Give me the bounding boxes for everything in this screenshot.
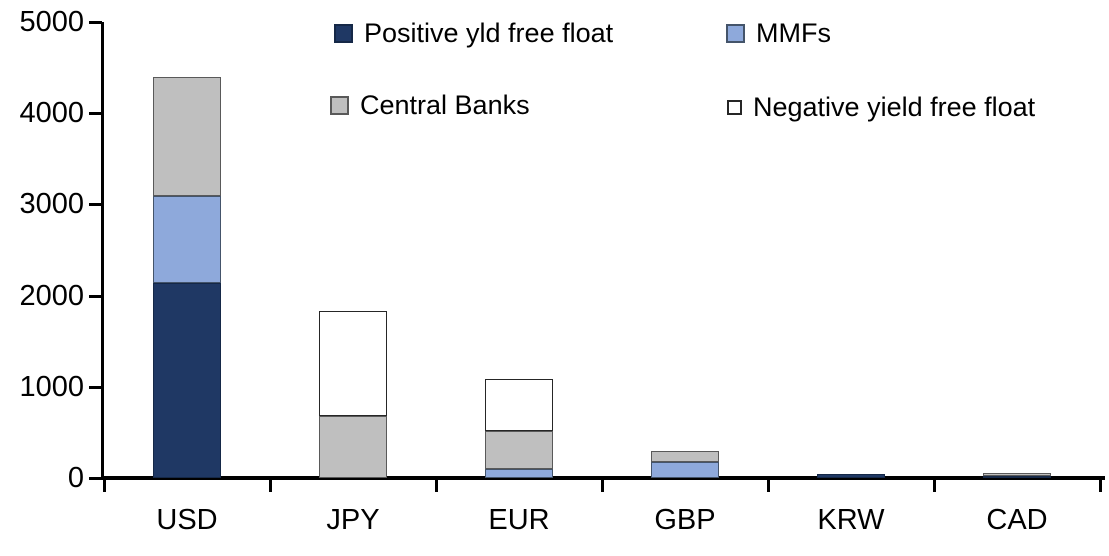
bar-segment-usd-positive-yld-free-float — [153, 282, 221, 478]
x-category-label-cad: CAD — [986, 504, 1048, 536]
y-axis-tick-label: 3000 — [19, 188, 84, 221]
legend-item-positive-yld-free-float: Positive yld free float — [334, 18, 613, 48]
bar-segment-cad-central-banks — [983, 472, 1051, 477]
x-category-label-gbp: GBP — [654, 504, 716, 536]
legend-item-mmfs: MMFs — [726, 18, 831, 48]
x-category-label-jpy: JPY — [326, 504, 380, 536]
x-axis-tick — [601, 478, 604, 492]
x-axis-tick — [767, 478, 770, 492]
bar-segment-krw-positive-yld-free-float — [817, 474, 885, 478]
bar-segment-eur-negative-yield-free-float — [485, 378, 553, 432]
legend-label: Positive yld free float — [364, 18, 614, 48]
x-axis-tick — [1099, 478, 1102, 492]
y-axis-tick — [89, 477, 102, 480]
bar-segment-jpy-central-banks — [319, 415, 387, 478]
x-axis-tick — [933, 478, 936, 492]
x-axis-tick — [269, 478, 272, 492]
bar-segment-eur-mmfs — [485, 468, 553, 478]
bar-segment-usd-mmfs — [153, 196, 221, 283]
y-axis-tick-label: 2000 — [19, 279, 84, 312]
y-axis-tick-label: 1000 — [19, 370, 84, 403]
y-axis-tick-label: 5000 — [19, 6, 84, 38]
bar-segment-usd-central-banks — [153, 76, 221, 197]
legend-item-central-banks: Central Banks — [330, 90, 530, 120]
bar-segment-gbp-central-banks — [651, 450, 719, 463]
y-axis-line — [101, 22, 104, 480]
bar-segment-gbp-mmfs — [651, 462, 719, 478]
legend-label: MMFs — [756, 18, 831, 48]
bar-segment-cad-positive-yld-free-float — [983, 476, 1051, 479]
y-axis-tick — [89, 203, 102, 207]
y-axis-tick-label: 4000 — [19, 97, 84, 130]
x-axis-tick — [435, 478, 438, 492]
x-category-label-eur: EUR — [488, 504, 550, 536]
x-axis-tick — [103, 478, 106, 492]
legend-swatch-central-banks-icon — [330, 95, 349, 115]
y-axis-tick — [89, 21, 102, 24]
y-axis-tick-label: 0 — [67, 462, 84, 494]
x-category-label-krw: KRW — [817, 504, 885, 536]
legend-swatch-negative-icon — [727, 99, 742, 115]
legend-swatch-positive-icon — [334, 23, 353, 43]
legend-label: Central Banks — [360, 90, 530, 120]
legend-label: Negative yield free float — [753, 92, 1036, 122]
y-axis-tick — [89, 112, 102, 116]
legend-item-negative-yield-free-float: Negative yield free float — [727, 92, 1035, 122]
y-axis-tick — [89, 294, 102, 298]
legend-swatch-mmfs-icon — [726, 23, 745, 43]
bar-segment-jpy-negative-yield-free-float — [319, 311, 387, 416]
bar-segment-eur-central-banks — [485, 431, 553, 469]
y-axis-tick — [89, 385, 102, 389]
x-category-label-usd: USD — [156, 504, 218, 536]
